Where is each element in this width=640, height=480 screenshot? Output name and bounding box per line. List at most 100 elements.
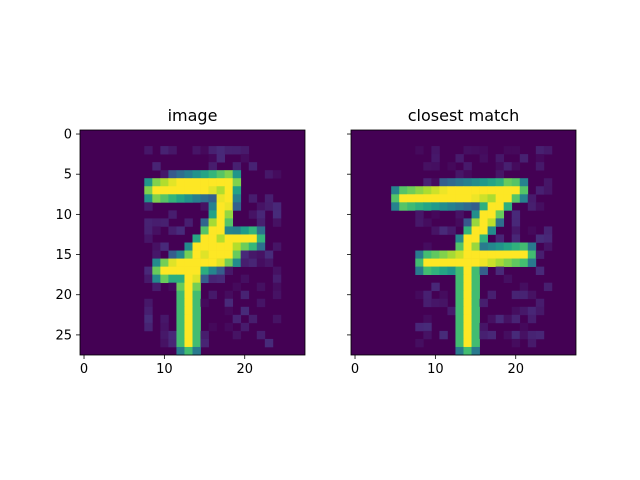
heatmap-cell [471,314,480,324]
heatmap-cell [184,266,193,275]
heatmap-cell [535,330,545,340]
heatmap-cell [160,338,169,348]
heatmap-cell [503,178,513,187]
heatmap-cell [152,282,161,292]
heatmap-cell [503,242,513,251]
heatmap-cell [503,194,513,203]
heatmap-cell [487,314,496,324]
heatmap-cell [192,146,201,155]
heatmap-cell [168,282,177,292]
heatmap-cell [200,170,209,179]
heatmap-cell [184,346,193,356]
heatmap-cell [192,178,201,187]
heatmap-cell [519,250,529,259]
heatmap-cell [232,250,242,259]
heatmap-cell [208,194,217,203]
heatmap-cell [200,250,209,259]
heatmap-cell [176,186,185,195]
heatmap-cell [463,266,472,275]
heatmap-cell [423,242,432,251]
heatmap-cell [463,202,472,211]
heatmap-cell [511,234,521,243]
heatmap-cell [152,250,161,259]
heatmap-cell [479,210,488,219]
heatmap-cell [216,186,225,195]
heatmap-cell [455,298,464,308]
heatmap-cell [176,306,185,316]
heatmap-cell [184,338,193,348]
heatmap-cell [184,322,193,332]
heatmap-cell [256,258,266,267]
heatmap-cell [144,194,153,203]
heatmap-cell [399,186,408,195]
axes-frame [79,129,306,356]
heatmap-cell [519,186,529,195]
heatmap-cell [415,146,424,155]
heatmap-cell [535,250,545,259]
heatmap-cell [224,186,234,195]
heatmap-cell [184,258,193,267]
heatmap-cell [152,266,161,275]
heatmap-cell [208,242,217,251]
heatmap-cell [447,306,456,316]
heatmap-cell [248,242,258,251]
heatmap-cell [168,338,177,348]
heatmap-cell [256,210,266,219]
heatmap-cell [216,226,225,235]
heatmap-cell [256,242,266,251]
heatmap-cell [200,274,209,284]
heatmap-cell [184,178,193,187]
heatmap-cell [439,290,448,300]
heatmap-cell [543,146,553,155]
heatmap-cell [535,202,545,211]
heatmap-cell [439,194,448,203]
heatmap-cell [455,290,464,300]
heatmap-cell [479,178,488,187]
heatmap-cell [176,330,185,340]
heatmap-cell [144,298,153,308]
heatmap-cell [463,218,472,227]
heatmap-cell [455,178,464,187]
heatmap-cell [447,194,456,203]
heatmap-cell [471,298,480,308]
heatmap-cell [439,298,448,308]
heatmap-cell [471,338,480,348]
heatmap-cell [152,226,161,235]
heatmap-cell [447,186,456,195]
heatmap-cell [240,226,250,235]
chart-title: image [168,106,218,125]
heatmap-cell [431,282,440,292]
heatmap-cell [224,306,234,316]
heatmap-cell [487,258,496,267]
heatmap-cell [495,178,505,187]
heatmap-cell [519,290,529,300]
heatmap-cell [415,250,424,259]
heatmap-cell [471,234,480,243]
heatmap-cell [463,346,472,356]
heatmap-cell [160,322,169,332]
heatmap-cell [519,154,529,163]
heatmap-cell [511,338,521,348]
heatmap-cell [519,194,529,203]
heatmap-cell [176,274,185,284]
heatmap-cell [240,154,250,163]
heatmap-cell [503,186,513,195]
heatmap-cell [160,258,169,267]
heatmap-cell [463,250,472,259]
heatmap-cell [479,250,488,259]
heatmap-cell [232,194,242,203]
heatmap-cell [415,194,424,203]
heatmap-cell [144,314,153,324]
heatmap-cell [527,202,537,211]
heatmap-cell [248,234,258,243]
heatmap-cell [471,330,480,340]
heatmap-cell [168,266,177,275]
heatmap-cell [447,250,456,259]
heatmap-cell [208,154,217,163]
heatmap-cell [208,170,217,179]
heatmap-cell [248,314,258,324]
heatmap-cell [160,178,169,187]
heatmap-cell [519,178,529,187]
heatmap-cell [272,202,282,211]
heatmap-cell [176,298,185,308]
